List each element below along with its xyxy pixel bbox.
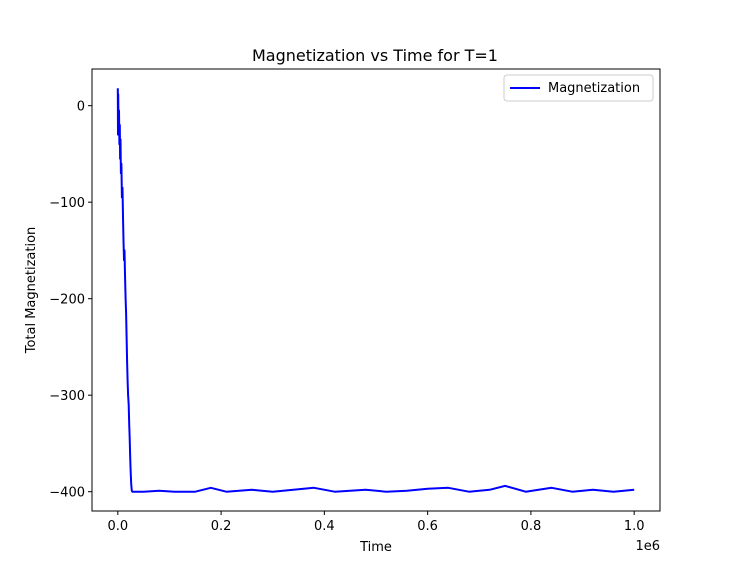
y-tick-label: −100 [49, 196, 85, 211]
x-tick-label: 1.0 [624, 519, 645, 534]
x-tick-label: 0.8 [521, 519, 542, 534]
legend-label: Magnetization [548, 81, 640, 96]
x-axis: 0.0 0.2 0.4 0.6 0.8 1.0 [107, 511, 645, 534]
x-tick-label: 0.6 [417, 519, 438, 534]
y-tick-label: −300 [49, 389, 85, 404]
plot-area [116, 88, 635, 493]
legend: Magnetization [503, 74, 654, 102]
x-tick-label: 0.2 [211, 519, 232, 534]
x-axis-label: Time [359, 540, 392, 555]
x-tick-label: 0.0 [107, 519, 128, 534]
y-tick-label: 0 [77, 100, 85, 115]
y-axis: 0 −100 −200 −300 −400 [49, 100, 92, 501]
x-tick-label: 0.4 [314, 519, 335, 534]
legend-box [503, 74, 654, 102]
axes-frame [91, 68, 661, 512]
x-offset-text: 1e6 [635, 539, 660, 554]
chart-title: Magnetization vs Time for T=1 [252, 46, 498, 65]
y-tick-label: −200 [49, 293, 85, 308]
y-axis-label: Total Magnetization [24, 227, 39, 355]
y-tick-label: −400 [49, 486, 85, 501]
series-line-magnetization [116, 88, 635, 493]
